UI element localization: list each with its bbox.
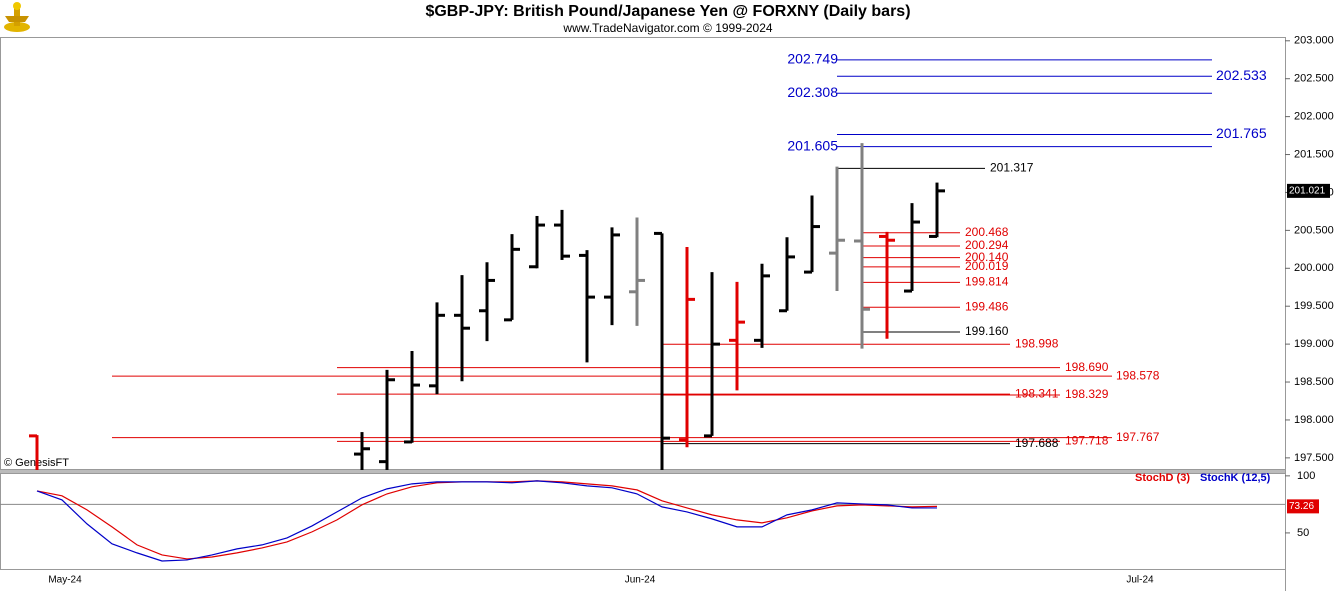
level-label: 197.718 xyxy=(1065,434,1109,448)
level-label: 200.294 xyxy=(965,238,1009,252)
x-tick-label: Jul-24 xyxy=(1126,575,1154,586)
level-label: 202.308 xyxy=(787,84,838,100)
last-price-label: 201.021 xyxy=(1289,186,1326,197)
y-tick-label: 199.500 xyxy=(1294,300,1334,312)
level-label: 200.468 xyxy=(965,225,1009,239)
y-tick-label: 203.000 xyxy=(1294,35,1334,47)
last-price-box xyxy=(1287,183,1330,198)
level-label: 202.533 xyxy=(1216,67,1267,83)
chart-subtitle: www.TradeNavigator.com © 1999-2024 xyxy=(562,21,772,35)
x-tick-label: May-24 xyxy=(48,575,82,586)
level-label: 197.767 xyxy=(1116,430,1160,444)
y-tick-label: 50 xyxy=(1297,527,1309,539)
y-tick-label: 198.500 xyxy=(1294,376,1334,388)
level-label: 198.329 xyxy=(1065,387,1109,401)
levels: 202.749 202.533 202.308 201.765 201.605 201.3… xyxy=(112,51,1267,450)
level-label: 201.765 xyxy=(1216,125,1267,141)
last-value-label: 73.26 xyxy=(1289,501,1314,512)
panel-separator xyxy=(0,470,1285,473)
level-label: 199.486 xyxy=(965,299,1009,313)
level-label: 198.998 xyxy=(1015,336,1059,350)
x-tick-label: Jun-24 xyxy=(625,575,656,586)
level-label: 199.160 xyxy=(965,324,1009,338)
axes: 203.000202.500202.000201.500201.000200.5… xyxy=(48,35,1333,586)
y-tick-label: 200.500 xyxy=(1294,224,1334,236)
stoch-line xyxy=(36,480,937,562)
stochastic: 100 50 StochD (3) StochK (12,5) 73.26 xyxy=(0,470,1319,562)
level-label: 201.605 xyxy=(787,137,838,153)
level-label: 200.140 xyxy=(965,250,1009,264)
level-label: 198.690 xyxy=(1065,360,1109,374)
level-label: 198.341 xyxy=(1015,386,1059,400)
y-tick-label: 201.500 xyxy=(1294,148,1334,160)
bars xyxy=(29,143,945,470)
y-tick-label: 197.500 xyxy=(1294,452,1334,464)
last-value-box xyxy=(1287,499,1319,514)
y-tick-label: 202.500 xyxy=(1294,73,1334,85)
y-tick-label: 198.000 xyxy=(1294,414,1334,426)
legend-entry: StochK (12,5) xyxy=(1200,472,1271,484)
y-tick-label: 100 xyxy=(1297,470,1315,482)
y-tick-label: 199.000 xyxy=(1294,338,1334,350)
level-label: 202.749 xyxy=(787,51,838,67)
level-label: 199.814 xyxy=(965,275,1009,289)
level-label: 201.317 xyxy=(990,161,1034,175)
level-label: 198.578 xyxy=(1116,368,1160,382)
y-tick-label: 202.000 xyxy=(1294,111,1334,123)
level-label: 197.688 xyxy=(1015,436,1059,450)
chart-title: $GBP-JPY: British Pound/Japanese Yen @ F… xyxy=(425,3,910,20)
logo xyxy=(4,2,30,32)
y-tick-label: 200.000 xyxy=(1294,262,1334,274)
legend-entry: StochD (3) xyxy=(1135,472,1190,484)
level-label: 200.019 xyxy=(965,259,1009,273)
